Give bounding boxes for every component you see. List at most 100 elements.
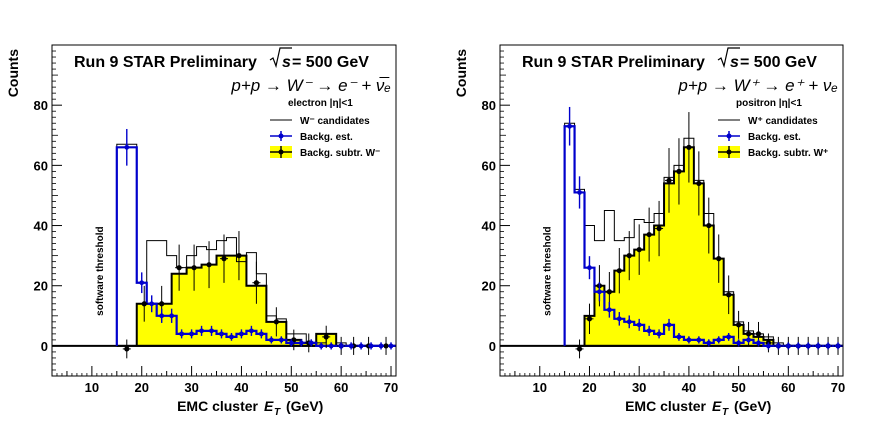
- plot-title: Run 9 STAR Preliminary: [74, 54, 257, 71]
- background-point: [785, 342, 792, 350]
- y-tick-label: 20: [482, 279, 496, 294]
- eta-label: electron |η|<1: [288, 98, 353, 109]
- background-point: [715, 336, 722, 344]
- subtracted-point: [322, 325, 331, 349]
- process-formula: p+p → W⁻ → e⁻ + ν̅ₑ: [230, 76, 391, 95]
- background-point: [148, 295, 155, 313]
- legend-label: Backg. subtr. W⁺: [748, 148, 828, 159]
- y-tick-label: 80: [482, 98, 496, 113]
- background-point: [278, 336, 285, 344]
- subtracted-point: [704, 197, 713, 254]
- legend-entry: Backg. est.: [718, 131, 801, 143]
- x-tick-label: 60: [334, 380, 348, 395]
- x-axis-symbol: E: [264, 398, 274, 414]
- legend-label: Backg. est.: [300, 132, 353, 143]
- energy-label: = 500 GeV: [740, 54, 817, 71]
- background-point: [338, 342, 345, 350]
- subtracted-point: [744, 321, 753, 346]
- legend-label: Backg. est.: [748, 132, 801, 143]
- legend-blue-marker: [726, 133, 732, 139]
- background-point: [805, 342, 812, 350]
- subtracted-point: [252, 261, 261, 304]
- x-tick-label: 50: [731, 380, 745, 395]
- x-tick-label: 10: [533, 380, 547, 395]
- background-point: [666, 318, 673, 331]
- x-axis-symbol-sub: T: [274, 407, 281, 418]
- background-point: [825, 342, 832, 350]
- background-point: [795, 342, 802, 350]
- subtracted-point: [605, 271, 614, 312]
- subtracted-point: [575, 339, 584, 359]
- background-histogram: [563, 125, 843, 348]
- background-point: [348, 342, 355, 350]
- background-point: [208, 325, 215, 336]
- software-threshold-label: software threshold: [95, 226, 106, 315]
- subtracted-point: [694, 151, 703, 216]
- background-point: [198, 325, 205, 336]
- sqrt-icon: [717, 47, 740, 69]
- legend-entry: W⁺ candidates: [718, 116, 818, 127]
- subtracted-point: [234, 231, 243, 281]
- background-point: [268, 336, 275, 344]
- background-point: [636, 318, 643, 331]
- background-point: [685, 336, 692, 344]
- background-point: [308, 339, 315, 347]
- plot-frame: [51, 44, 397, 377]
- background-point: [368, 342, 375, 350]
- background-point: [566, 106, 573, 146]
- x-tick-label: 70: [384, 380, 398, 395]
- subtracted-point: [655, 200, 664, 257]
- background-point: [358, 342, 365, 350]
- background-point: [288, 339, 295, 347]
- legend-label: W⁺ candidates: [748, 116, 818, 127]
- background-point: [815, 342, 822, 350]
- background-point: [168, 308, 175, 323]
- eta-label: positron |η|<1: [736, 98, 802, 109]
- background-point: [606, 301, 613, 318]
- x-tick-label: 10: [85, 380, 99, 395]
- background-point: [586, 256, 593, 280]
- x-axis-unit: (GeV): [734, 398, 771, 414]
- y-tick-label: 60: [482, 158, 496, 173]
- subtracted-point: [220, 234, 228, 283]
- x-tick-label: 70: [831, 380, 845, 395]
- x-axis-symbol: E: [712, 398, 722, 414]
- background-point: [318, 342, 325, 350]
- x-tick-label: 30: [184, 380, 198, 395]
- subtracted-point: [645, 207, 654, 262]
- background-point: [735, 339, 742, 347]
- legend-entry: Backg. est.: [270, 131, 353, 143]
- x-tick-label: 30: [632, 380, 646, 395]
- background-point: [378, 342, 385, 350]
- subtracted-point: [585, 303, 594, 335]
- y-tick-label: 40: [482, 219, 496, 234]
- subtracted-point: [122, 339, 131, 359]
- background-point: [178, 329, 185, 339]
- sqrt-s: s: [282, 54, 291, 71]
- x-axis-label: EMC cluster: [177, 398, 258, 414]
- background-point: [238, 329, 245, 339]
- subtracted-point: [734, 310, 743, 339]
- subtracted-histogram: [564, 146, 843, 347]
- x-axis-label: EMC cluster: [625, 398, 706, 414]
- background-point: [725, 332, 732, 341]
- background-point: [765, 342, 772, 350]
- subtracted-point: [684, 112, 693, 183]
- background-point: [755, 339, 762, 347]
- x-tick-label: 50: [284, 380, 298, 395]
- process-formula: p+p → W⁺ → e⁺ + νₑ: [677, 76, 838, 95]
- subtracted-point: [625, 231, 634, 281]
- background-point: [228, 332, 235, 341]
- background-point: [675, 332, 682, 341]
- legend-blue-marker: [278, 133, 284, 139]
- legend-entry: Backg. subtr. W⁺: [718, 146, 828, 159]
- legend-label: Backg. subtr. W⁻: [300, 148, 380, 159]
- background-point: [576, 176, 583, 209]
- panel-w-minus: 10 20 30 40 50 60 70 0 20 40 60 80 Counts EMC cluster…: [5, 44, 398, 418]
- subtracted-point: [190, 244, 199, 291]
- background-point: [388, 342, 395, 350]
- background-point: [695, 336, 702, 344]
- background-point: [596, 282, 603, 302]
